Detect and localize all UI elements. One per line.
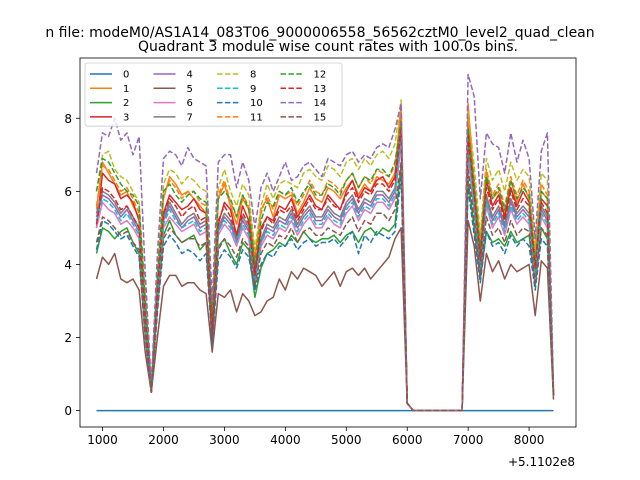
chart-suptitle: n file: modeM0/AS1A14_083T06_9000006558_… (45, 25, 594, 41)
series-line-12 (95, 121, 555, 412)
legend-label-11: 11 (250, 112, 263, 123)
x-tick-label: 7000 (453, 433, 484, 447)
legend-label-15: 15 (314, 112, 327, 123)
x-tick-label: 1000 (87, 433, 118, 447)
y-tick-label: 4 (64, 258, 72, 272)
legend-label-4: 4 (187, 70, 193, 81)
series-line-13 (95, 128, 555, 412)
y-tick-label: 6 (64, 185, 72, 199)
x-tick-label: 2000 (148, 433, 179, 447)
legend-label-10: 10 (250, 98, 263, 109)
legend-label-13: 13 (314, 84, 327, 95)
y-tick-label: 8 (64, 112, 72, 126)
plot-frame (79, 57, 577, 428)
chart-title: Quadrant 3 module wise count rates with … (138, 39, 518, 55)
x-tick-label: 8000 (514, 433, 545, 447)
y-axis: 0 2 4 6 8 (64, 112, 80, 418)
series-line-5 (95, 219, 555, 412)
legend-label-7: 7 (187, 112, 193, 123)
legend-box (84, 62, 343, 127)
series-line-1 (95, 102, 555, 412)
x-tick-label: 6000 (392, 433, 423, 447)
legend-label-9: 9 (250, 84, 256, 95)
series-line-8 (95, 99, 555, 412)
x-axis: 1000 2000 3000 4000 5000 6000 7000 8000 (87, 427, 544, 447)
legend-label-12: 12 (314, 70, 327, 81)
x-tick-label: 3000 (209, 433, 240, 447)
legend-label-0: 0 (123, 70, 129, 81)
legend-label-6: 6 (187, 98, 193, 109)
series-line-14 (95, 73, 555, 412)
x-tick-label: 5000 (331, 433, 362, 447)
legend-label-3: 3 (123, 112, 129, 123)
legend-label-14: 14 (314, 98, 327, 109)
legend-label-5: 5 (187, 84, 193, 95)
series-layer (95, 73, 555, 412)
x-offset-label: +5.1102e8 (508, 455, 575, 469)
legend-label-2: 2 (123, 98, 129, 109)
y-tick-label: 2 (64, 331, 72, 345)
y-tick-label: 0 (64, 404, 72, 418)
x-tick-label: 4000 (270, 433, 301, 447)
series-line-10 (95, 175, 555, 412)
series-line-9 (95, 139, 555, 412)
legend-label-1: 1 (123, 84, 129, 95)
series-line-15 (95, 161, 555, 412)
legend-label-8: 8 (250, 70, 256, 81)
